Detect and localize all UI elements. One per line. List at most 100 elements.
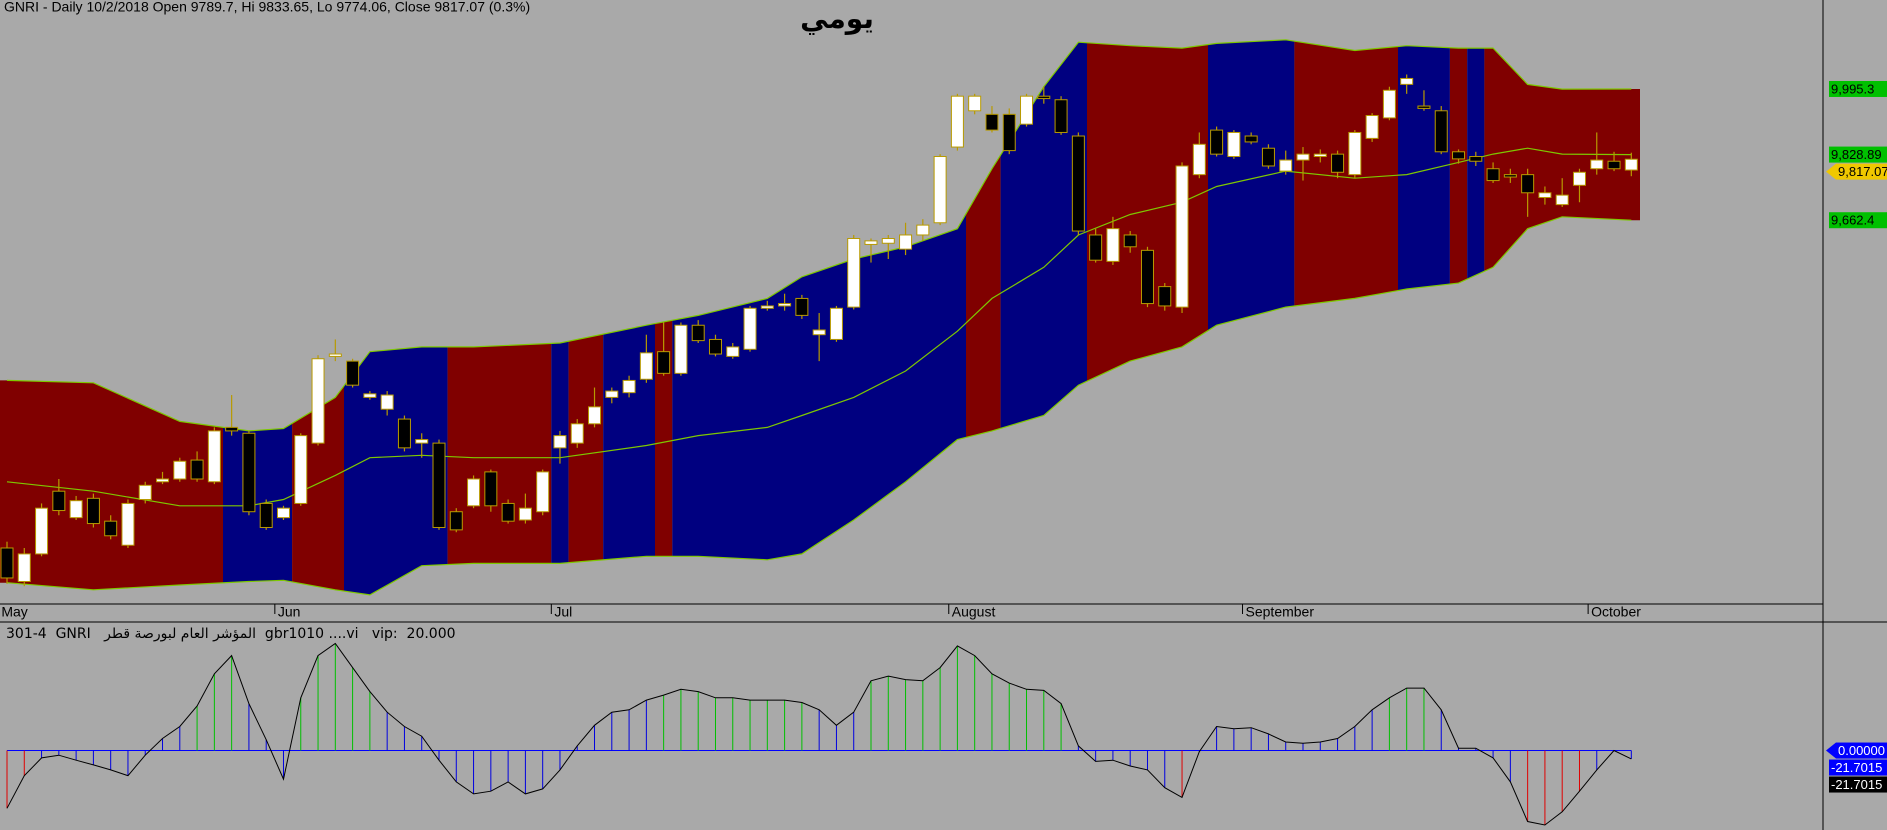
candle-body: [778, 303, 792, 307]
candle-body: [864, 240, 878, 245]
value-tag: [1829, 212, 1887, 229]
band-region: [1000, 42, 1087, 429]
value-tag-arrow: [1826, 742, 1836, 759]
candle-body: [622, 379, 636, 394]
candle-body: [674, 324, 688, 374]
candle-body: [104, 520, 118, 537]
candle-body: [1054, 99, 1068, 133]
candle-body: [1037, 95, 1051, 100]
candle-body: [242, 432, 256, 513]
candle-body: [1521, 174, 1535, 194]
x-tick-label: Jun: [278, 604, 301, 620]
candle-body: [1261, 147, 1275, 167]
x-tick-label: August: [952, 604, 996, 620]
candle-body: [311, 358, 325, 444]
candle-body: [1555, 194, 1569, 206]
x-tick-label: Jul: [554, 604, 572, 620]
value-tag: [1829, 759, 1887, 776]
candle-body: [484, 471, 498, 507]
value-tag-label: -21.7015: [1831, 760, 1882, 775]
band-region: [655, 320, 673, 557]
value-tag: [1836, 163, 1887, 180]
candle-body: [1020, 95, 1034, 125]
value-tag-label: 9,828.89: [1831, 147, 1882, 162]
indicator-line: [6, 642, 1632, 826]
candle-body: [35, 507, 49, 555]
candle-body: [933, 156, 947, 224]
band-region: [1484, 48, 1640, 272]
candle-body: [363, 393, 377, 398]
candle-body: [743, 307, 757, 350]
candle-body: [156, 478, 170, 483]
candle-body: [899, 234, 913, 250]
band-middle-line: [6, 147, 1632, 507]
value-tag-label: 9,817.07: [1838, 164, 1887, 179]
candle-body: [916, 224, 930, 236]
candle-body: [0, 547, 14, 579]
candle-body: [1365, 115, 1379, 139]
candle-body: [138, 484, 152, 500]
band-region: [1449, 47, 1468, 285]
candle-body: [1175, 165, 1189, 308]
candle-body: [1382, 89, 1396, 119]
band-region: [966, 155, 1001, 438]
candle-body: [968, 95, 982, 112]
candle-body: [121, 502, 135, 546]
candle-body: [1313, 153, 1327, 158]
chart-subtitle: يومي: [800, 2, 874, 35]
candle-body: [328, 353, 342, 357]
candle-body: [1106, 228, 1120, 262]
candle-body: [639, 352, 653, 380]
candle-body: [1607, 160, 1621, 170]
band-region: [1087, 42, 1208, 382]
candle-body: [432, 442, 446, 528]
candle-body: [225, 426, 239, 432]
band-region: [603, 323, 655, 560]
candle-body: [276, 507, 290, 519]
candle-body: [207, 430, 221, 483]
band-region: [223, 423, 293, 583]
band-region: [0, 380, 223, 590]
candle-body: [294, 435, 308, 504]
x-tick-label: September: [1246, 604, 1315, 620]
band-lower-line: [6, 216, 1632, 596]
candle-body: [397, 418, 411, 449]
band-region: [568, 334, 604, 563]
candle-body: [1227, 131, 1241, 158]
value-tag-label: -21.7015: [1831, 777, 1882, 792]
candle-body: [1469, 156, 1483, 162]
candle-body: [950, 95, 964, 148]
candle-body: [847, 238, 861, 308]
candle-body: [17, 553, 31, 582]
candle-body: [467, 478, 481, 507]
value-tag: [1836, 742, 1887, 759]
candle-body: [691, 324, 705, 342]
band-region: [672, 213, 966, 560]
candle-body: [1140, 249, 1154, 305]
band-region: [447, 343, 552, 565]
band-region: [344, 346, 448, 595]
candle-body: [86, 497, 100, 525]
value-tag-label: 9,662.4: [1831, 213, 1874, 228]
candle-body: [1434, 110, 1448, 153]
candle-body: [1279, 159, 1293, 172]
candle-body: [760, 305, 774, 309]
candle-body: [985, 113, 999, 131]
candle-body: [1452, 151, 1466, 160]
candle-body: [553, 435, 567, 449]
band-region: [1208, 39, 1295, 331]
value-tag: [1829, 776, 1887, 793]
candle-body: [1296, 153, 1310, 161]
candle-body: [1244, 135, 1258, 143]
candle-body: [605, 390, 619, 398]
candle-body: [881, 238, 895, 244]
candle-body: [1089, 234, 1103, 261]
candle-body: [726, 346, 740, 357]
candle-body: [1348, 131, 1362, 176]
candle-body: [812, 329, 826, 336]
candle-body: [1538, 192, 1552, 199]
candle-body: [190, 459, 204, 480]
candle-body: [1331, 153, 1345, 173]
candle-body: [259, 502, 273, 528]
